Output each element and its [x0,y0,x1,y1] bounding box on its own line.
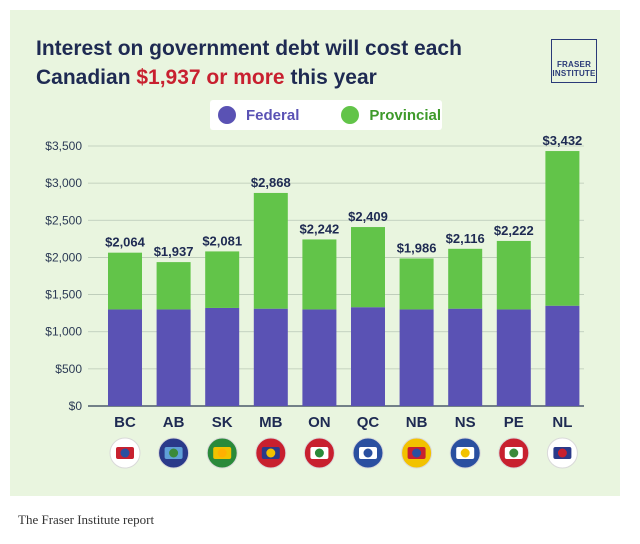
y-tick-label: $1,500 [45,288,82,302]
bar-federal-nb [399,309,434,406]
fraser-institute-logo: FRASER INSTITUTE [551,39,597,83]
total-label-qc: $2,409 [348,209,388,224]
bar-federal-bc [108,309,142,406]
x-tick-label-qc: QC [357,414,380,431]
total-label-on: $2,242 [300,221,340,236]
total-label-pe: $2,222 [494,223,534,238]
bar-provincial-nb [399,258,434,310]
bar-federal-ns [448,308,483,406]
title-line2-prefix: Canadian [36,66,137,89]
x-tick-label-sk: SK [212,414,233,431]
bar-federal-pe [496,309,531,406]
bar-federal-on [302,309,337,406]
bar-provincial-nl [545,151,580,306]
chart-legend: Federal Provincial [210,100,442,130]
source-caption: The Fraser Institute report [18,512,155,527]
bar-provincial-pe [496,240,531,310]
legend-label-provincial: Provincial [369,106,442,124]
y-tick-label: $1,000 [45,325,82,339]
legend-swatch-provincial [341,106,360,124]
qc-flag-icon [352,437,384,469]
total-label-ab: $1,937 [154,244,194,259]
bar-provincial-bc [108,252,142,310]
nb-flag-icon [401,437,433,469]
title-highlight: $1,937 or more [136,66,285,89]
total-label-nb: $1,986 [397,240,437,255]
bar-federal-mb [253,308,288,406]
bar-provincial-ab [156,262,191,310]
bar-federal-nl [545,305,580,406]
nl-flag-icon [546,437,578,469]
y-tick-label: $500 [55,362,82,376]
x-tick-label-bc: BC [114,414,136,431]
logo-line1: FRASER [556,60,592,69]
x-tick-label-nb: NB [406,414,428,431]
chart-title: Interest on government debt will cost ea… [36,34,536,92]
x-tick-label-on: ON [308,414,331,431]
ab-flag-icon [158,437,190,469]
bar-federal-sk [205,307,240,406]
legend-label-federal: Federal [246,106,300,124]
y-tick-label: $3,000 [45,176,82,190]
bar-provincial-sk [205,251,240,308]
mb-flag-icon [255,437,287,469]
title-line2-suffix: this year [284,66,377,89]
y-tick-label: $3,500 [45,139,82,153]
x-tick-label-nl: NL [552,414,572,431]
total-label-nl: $3,432 [543,133,583,148]
bar-provincial-ns [448,248,483,309]
y-tick-label: $0 [69,399,83,413]
y-tick-label: $2,500 [45,213,82,227]
ns-flag-icon [449,437,481,469]
x-tick-label-mb: MB [259,414,282,431]
total-label-sk: $2,081 [202,233,242,248]
pe-flag-icon [498,437,530,469]
sk-flag-icon [206,437,238,469]
bar-provincial-on [302,239,337,310]
legend-item-federal: Federal [218,106,299,124]
title-line1: Interest on government debt will cost ea… [36,37,462,60]
logo-line2: INSTITUTE [552,69,596,78]
bar-federal-qc [351,307,385,406]
x-tick-label-ab: AB [163,414,185,431]
bar-provincial-qc [351,227,385,308]
on-flag-icon [303,437,335,469]
x-tick-label-ns: NS [455,414,476,431]
total-label-mb: $2,868 [251,175,291,190]
legend-item-provincial: Provincial [341,106,441,124]
bc-flag-icon [109,437,141,469]
y-tick-label: $2,000 [45,250,82,264]
bar-federal-ab [156,309,191,406]
x-tick-label-pe: PE [504,414,524,431]
bar-provincial-mb [253,192,288,309]
legend-swatch-federal [218,106,236,124]
total-label-bc: $2,064 [105,235,146,250]
total-label-ns: $2,116 [446,231,485,246]
